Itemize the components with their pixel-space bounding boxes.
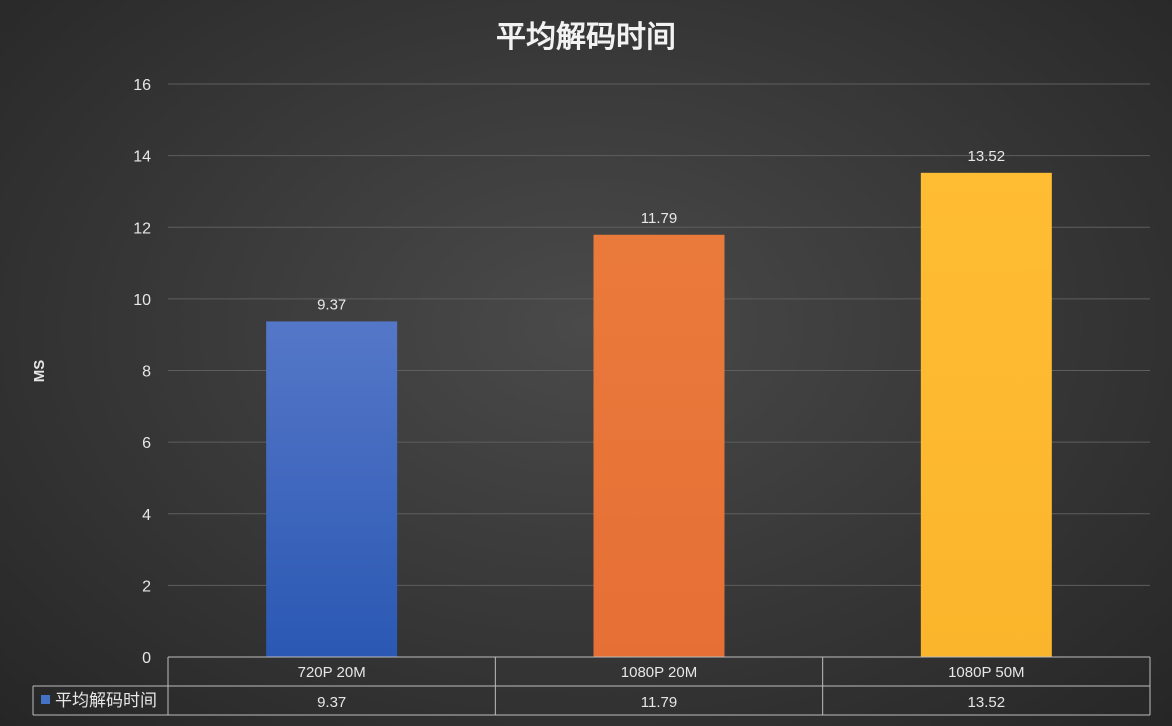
data-label: 13.52 (968, 148, 1006, 165)
bar-2 (920, 172, 1052, 657)
y-tick-label: 14 (133, 149, 151, 166)
legend-swatch (41, 695, 50, 704)
bars (266, 172, 1052, 657)
x-category-label: 1080P 50M (948, 664, 1024, 681)
y-tick-label: 10 (133, 292, 151, 309)
y-tick-label: 2 (142, 578, 151, 595)
legend-label: 平均解码时间 (55, 691, 157, 711)
x-category-label: 1080P 20M (621, 664, 697, 681)
y-tick-label: 12 (133, 220, 151, 237)
table-value: 9.37 (317, 694, 346, 711)
data-table: 720P 20M 9.37 1080P 20M 11.79 1080P 50M 13.52… (32, 656, 1151, 716)
bar-0 (266, 321, 398, 657)
y-tick-label: 6 (142, 435, 151, 452)
table-value: 11.79 (641, 694, 677, 711)
data-labels: 9.37 11.79 13.52 (317, 148, 1005, 314)
table-value: 13.52 (968, 694, 1006, 711)
y-tick-label: 4 (142, 507, 151, 524)
y-axis-ticks: 0 2 4 6 8 10 12 14 16 (133, 77, 151, 667)
y-tick-label: 8 (142, 364, 151, 381)
y-tick-label: 0 (142, 650, 151, 667)
bar-1 (593, 234, 725, 657)
y-tick-label: 16 (133, 77, 151, 94)
data-label: 11.79 (641, 210, 677, 227)
data-label: 9.37 (317, 296, 346, 313)
x-category-label: 720P 20M (298, 664, 366, 681)
chart-title: 平均解码时间 (496, 20, 676, 55)
y-axis-label: MS (31, 360, 48, 383)
